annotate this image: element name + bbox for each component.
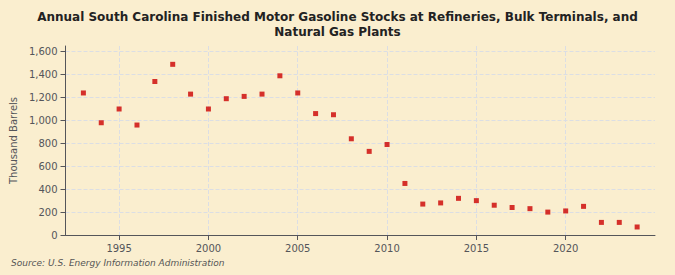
svg-text:1995: 1995: [106, 243, 131, 254]
svg-text:2020: 2020: [553, 243, 578, 254]
svg-text:2000: 2000: [196, 243, 221, 254]
svg-text:1,000: 1,000: [29, 115, 58, 126]
svg-text:2015: 2015: [464, 243, 489, 254]
svg-text:1,400: 1,400: [29, 69, 58, 80]
svg-text:600: 600: [38, 161, 57, 172]
svg-text:Thousand Barrels: Thousand Barrels: [8, 97, 19, 185]
svg-text:1,200: 1,200: [29, 92, 58, 103]
svg-text:2005: 2005: [285, 243, 310, 254]
svg-text:400: 400: [38, 184, 57, 195]
svg-text:Annual South Carolina Finished: Annual South Carolina Finished Motor Gas…: [37, 10, 638, 24]
svg-text:Natural Gas Plants: Natural Gas Plants: [274, 25, 400, 39]
svg-text:800: 800: [38, 138, 57, 149]
svg-text:0: 0: [51, 230, 57, 241]
svg-text:Source: U.S. Energy Informatio: Source: U.S. Energy Information Administ…: [11, 258, 225, 268]
svg-text:1,600: 1,600: [29, 46, 58, 57]
svg-text:200: 200: [38, 207, 57, 218]
svg-text:2010: 2010: [374, 243, 399, 254]
